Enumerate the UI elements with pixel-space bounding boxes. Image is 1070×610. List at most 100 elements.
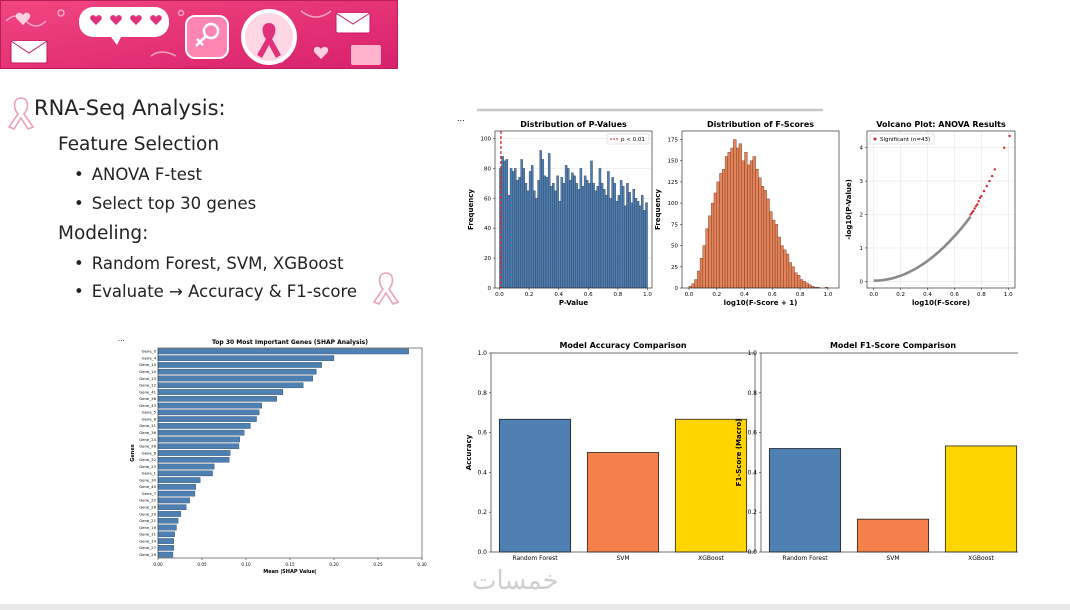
shap-bar [157, 375, 314, 382]
histogram-bar [643, 210, 646, 289]
histogram-bar [545, 177, 549, 289]
histogram-bar [719, 173, 723, 289]
histogram-bar [622, 186, 625, 289]
histogram-bar [708, 215, 712, 289]
x-tick-label: 0.0 [685, 292, 694, 298]
y-tick-label: 80 [484, 166, 491, 172]
histogram-bar [763, 190, 767, 289]
gene-label: Gene_1 [142, 471, 157, 476]
gene-label: Gene_10 [139, 369, 156, 374]
pvalue-histogram: 0 20 40 60 80 100 p < 0.01 0.0 0.2 0.4 0.6 0.8 1.0 Di… [467, 120, 652, 307]
bullet-anova: ANOVA F-test [74, 165, 202, 184]
x-tick-label: 0.30 [417, 562, 427, 567]
x-tick-label: 0.8 [977, 292, 986, 298]
gene-label: Gene_19 [139, 525, 156, 530]
histogram-bar [613, 183, 616, 289]
histogram-bar [581, 186, 585, 289]
histogram-bar [558, 201, 561, 289]
histogram-bar [579, 168, 583, 289]
y-tick-label: 20 [484, 256, 491, 262]
histogram-bar [501, 156, 504, 289]
histogram-bar [702, 245, 706, 289]
y-axis-label: F1-Score (Macro) [735, 419, 743, 487]
shap-bar [157, 396, 277, 402]
bullet-models: Random Forest, SVM, XGBoost [74, 254, 344, 273]
volcano-plot: Significant (n=43) 0 1 2 3 4 0.0 0.2 0.4 0.6 0.8 1.… [845, 120, 1016, 307]
gene-label: Gene_11 [139, 423, 156, 428]
histogram-bar [600, 183, 604, 289]
histogram-bar [755, 169, 759, 289]
gene-label: Gene_14 [139, 538, 156, 543]
histogram-bar [516, 180, 519, 289]
gene-label: Gene_11 [139, 532, 156, 537]
x-axis-label: Mean |SHAP Value| [263, 569, 317, 575]
y-tick-label: 0 [860, 279, 864, 285]
shap-bar [157, 456, 230, 463]
x-tick-label: 0.6 [768, 292, 777, 298]
histogram-bar [749, 160, 754, 289]
histogram-bar [617, 195, 621, 289]
histogram-bar [758, 177, 762, 289]
shap-bar [157, 362, 322, 368]
y-axis-label: Frequency [654, 189, 662, 230]
x-tick-label: 0.8 [796, 292, 805, 298]
model-comparison-figure: 0.0 0.2 0.4 0.6 0.8 1.0 Random Forest SVM XGBoos… [458, 333, 1018, 575]
histogram-bar [747, 164, 751, 289]
histogram-bar [550, 186, 553, 289]
histogram-bar [772, 219, 776, 289]
histogram-bar [802, 281, 806, 289]
gene-label: Gene_13 [139, 376, 156, 381]
significant-point [985, 184, 988, 188]
speech-bubble-icon [79, 7, 169, 45]
histogram-bar [752, 156, 756, 289]
histogram-bar [518, 177, 521, 289]
y-tick-label: 175 [668, 137, 679, 143]
shap-bar [157, 409, 260, 416]
gene-label: Gene_8 [142, 416, 157, 421]
histogram-bar [791, 266, 795, 289]
y-tick-label: 0.0 [747, 549, 757, 556]
model-bar [586, 452, 660, 553]
shap-bar [157, 484, 196, 490]
histogram-bar [636, 201, 640, 289]
category-label: Random Forest [512, 555, 558, 562]
ribbon-icon [372, 272, 400, 305]
fscore-histogram: 0 25 50 75 100 125 150 175 0.0 0.2 0.4 0.6 0.8 1.0 Dis… [654, 120, 840, 307]
histogram-bar [630, 202, 633, 289]
ribbon-icon [8, 97, 34, 130]
x-tick-label: 0.6 [584, 292, 593, 298]
axes-frame [866, 130, 1016, 289]
chart-title: Model Accuracy Comparison [559, 341, 686, 350]
shap-bar [157, 551, 174, 558]
x-tick-label: 0.05 [197, 562, 207, 567]
x-tick-label: 0.2 [525, 292, 534, 298]
feature-selection-heading: Feature Selection [58, 134, 220, 155]
y-axis-label: Accuracy [465, 434, 473, 470]
histogram-bar [638, 205, 642, 289]
histogram-bar [507, 195, 511, 289]
histogram-bar [575, 183, 578, 289]
histogram-bar [624, 205, 627, 289]
histogram-bar [713, 192, 717, 289]
y-tick-label: 0.4 [477, 469, 487, 476]
y-tick-label: 100 [668, 201, 679, 207]
gene-label: Gene_21 [139, 518, 156, 523]
histogram-bar [741, 160, 745, 289]
x-axis-label: log10(F-Score) [912, 299, 970, 307]
shap-bar [157, 450, 231, 456]
histogram-bar [547, 153, 551, 289]
axes-frame [490, 352, 756, 553]
axes-frame [494, 130, 653, 289]
y-tick-label: 125 [668, 180, 679, 186]
histogram-bar [694, 279, 698, 289]
slide-title: RNA-Seq Analysis: [34, 96, 226, 120]
model-bar [944, 445, 1018, 553]
shap-bar [157, 470, 213, 477]
x-axis-label: P-Value [559, 299, 589, 307]
modeling-heading: Modeling: [58, 223, 149, 244]
histogram-bar [645, 202, 648, 289]
shap-bar [157, 504, 187, 510]
histogram-bar [797, 275, 801, 289]
card-icon [351, 45, 381, 65]
